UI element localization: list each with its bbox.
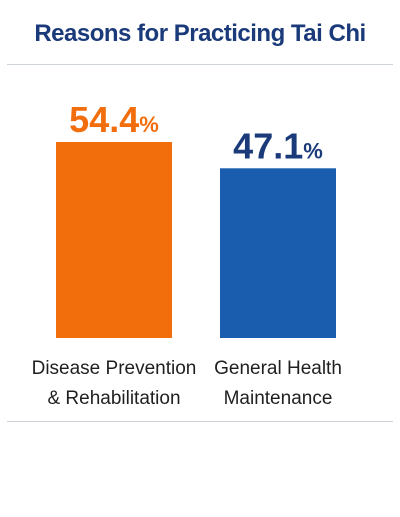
bar-2 bbox=[220, 168, 336, 338]
category-label-2-line-2: Maintenance bbox=[224, 388, 333, 409]
bar-value-label-2: 47.1% bbox=[233, 125, 323, 166]
bar-value-number: 54.4 bbox=[69, 99, 139, 140]
bar-value-number: 47.1 bbox=[233, 125, 303, 166]
bar-1 bbox=[56, 142, 172, 338]
chart-title: Reasons for Practicing Tai Chi bbox=[34, 20, 366, 47]
category-label-2-line-1: General Health bbox=[214, 358, 342, 379]
title-divider bbox=[7, 64, 393, 65]
bar-value-unit: % bbox=[303, 138, 323, 163]
bottom-divider bbox=[7, 421, 393, 422]
bar-value-label-1: 54.4% bbox=[69, 99, 159, 140]
category-label-1-line-1: Disease Prevention bbox=[32, 358, 197, 379]
bar-value-unit: % bbox=[139, 112, 159, 137]
category-label-1-line-2: & Rehabilitation bbox=[47, 388, 180, 409]
